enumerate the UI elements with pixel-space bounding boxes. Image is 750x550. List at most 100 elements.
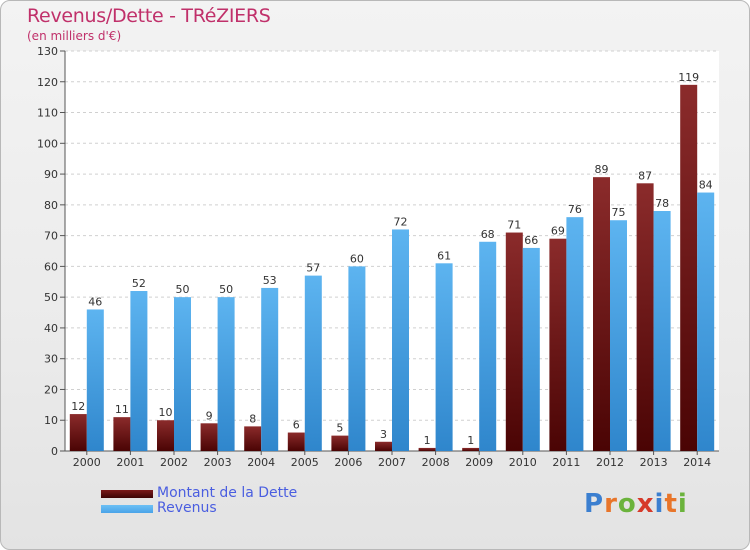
legend-swatch-revenue — [101, 505, 153, 513]
bar-debt — [200, 423, 218, 451]
value-label-debt: 1 — [424, 434, 431, 447]
y-tick-label: 40 — [44, 322, 58, 335]
bar-debt — [244, 426, 262, 451]
value-label-debt: 1 — [467, 434, 474, 447]
bar-revenue — [610, 220, 627, 451]
value-label-revenue: 50 — [176, 283, 190, 296]
x-tick-label: 2007 — [378, 456, 406, 469]
x-tick-label: 2012 — [596, 456, 624, 469]
bar-revenue — [522, 247, 540, 451]
bar-debt — [593, 177, 610, 451]
value-label-debt: 71 — [507, 219, 521, 232]
x-tick-label: 2013 — [640, 456, 668, 469]
legend-label-revenue: Revenus — [157, 500, 217, 516]
value-label-revenue: 53 — [263, 274, 277, 287]
value-label-revenue: 46 — [88, 295, 102, 308]
y-tick-label: 30 — [44, 353, 58, 366]
bar-debt — [505, 232, 523, 451]
bar-debt — [680, 84, 698, 451]
logo-letter: o — [617, 489, 637, 519]
bar-debt — [418, 447, 436, 451]
value-label-debt: 69 — [551, 225, 565, 238]
value-label-debt: 87 — [638, 169, 652, 182]
y-tick-label: 110 — [37, 107, 58, 120]
bar-debt — [287, 432, 305, 451]
value-label-revenue: 52 — [132, 277, 146, 290]
bar-revenue — [479, 241, 497, 451]
bar-debt — [113, 417, 131, 451]
proxiti-logo: Proxiti — [584, 489, 688, 519]
y-tick-label: 90 — [44, 168, 58, 181]
x-tick-label: 2010 — [509, 456, 537, 469]
value-label-revenue: 84 — [699, 179, 713, 192]
bar-revenue — [304, 275, 322, 451]
logo-letter: i — [654, 489, 665, 519]
y-tick-label: 130 — [37, 45, 58, 58]
value-label-debt: 6 — [293, 419, 300, 432]
bar-debt — [549, 238, 567, 451]
y-tick-label: 100 — [37, 137, 58, 150]
value-label-revenue: 61 — [437, 249, 451, 262]
bar-revenue — [86, 309, 104, 451]
legend-swatch-debt — [101, 490, 153, 498]
logo-letter: r — [604, 489, 618, 519]
x-tick-label: 2001 — [116, 456, 144, 469]
x-tick-label: 2009 — [465, 456, 493, 469]
chart-subtitle: (en milliers d'€) — [27, 29, 122, 43]
bar-revenue — [130, 291, 148, 451]
x-tick-label: 2006 — [334, 456, 362, 469]
bar-debt — [157, 420, 174, 451]
x-tick-label: 2008 — [422, 456, 450, 469]
bar-revenue — [566, 217, 584, 451]
value-label-debt: 3 — [380, 428, 387, 441]
value-label-debt: 11 — [115, 403, 129, 416]
bar-debt — [462, 447, 480, 451]
bar-revenue — [174, 297, 191, 451]
bar-revenue — [653, 211, 671, 451]
value-label-debt: 89 — [595, 163, 609, 176]
value-label-revenue: 60 — [350, 252, 364, 265]
x-tick-label: 2000 — [73, 456, 101, 469]
value-label-debt: 119 — [678, 71, 699, 84]
x-tick-label: 2014 — [683, 456, 711, 469]
logo-letter: i — [677, 489, 688, 519]
x-tick-label: 2004 — [247, 456, 275, 469]
value-label-revenue: 76 — [568, 203, 582, 216]
bar-revenue — [217, 297, 235, 451]
bar-revenue — [697, 192, 715, 452]
bar-revenue — [348, 266, 366, 451]
y-tick-label: 50 — [44, 291, 58, 304]
value-label-revenue: 66 — [524, 234, 538, 247]
bar-debt — [69, 414, 87, 451]
x-tick-label: 2003 — [204, 456, 232, 469]
logo-letter: x — [636, 489, 655, 519]
value-label-revenue: 50 — [219, 283, 233, 296]
y-tick-label: 60 — [44, 260, 58, 273]
y-tick-label: 0 — [51, 445, 58, 458]
value-label-debt: 12 — [71, 400, 85, 413]
y-tick-label: 70 — [44, 230, 58, 243]
value-label-revenue: 68 — [481, 228, 495, 241]
chart-title: Revenus/Dette - TRéZIERS — [27, 5, 271, 27]
value-label-debt: 8 — [249, 412, 256, 425]
bar-revenue — [435, 263, 453, 451]
x-tick-label: 2005 — [291, 456, 319, 469]
value-label-debt: 5 — [336, 422, 343, 435]
legend-label-debt: Montant de la Dette — [157, 485, 298, 501]
bar-debt — [375, 441, 392, 451]
bar-debt — [331, 435, 349, 451]
value-label-revenue: 72 — [394, 215, 408, 228]
logo-letter: P — [584, 489, 605, 519]
value-label-revenue: 57 — [306, 262, 320, 275]
value-label-revenue: 75 — [612, 206, 626, 219]
x-tick-label: 2002 — [160, 456, 188, 469]
logo-letter: t — [664, 489, 678, 519]
y-tick-label: 120 — [37, 76, 58, 89]
value-label-revenue: 78 — [655, 197, 669, 210]
y-tick-label: 80 — [44, 199, 58, 212]
bar-debt — [636, 183, 654, 452]
value-label-debt: 9 — [206, 409, 213, 422]
y-tick-label: 10 — [44, 414, 58, 427]
